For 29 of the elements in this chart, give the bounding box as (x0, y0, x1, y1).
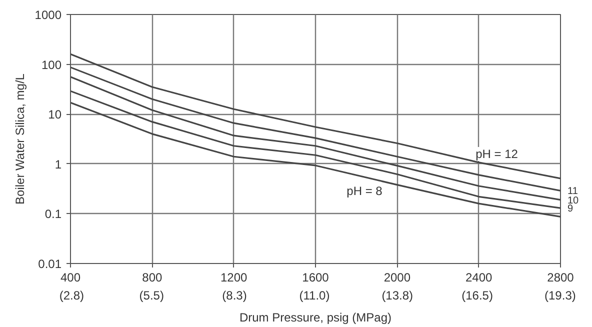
x2-tick-label: (13.8) (382, 288, 414, 302)
series-label: 11 (568, 186, 578, 198)
x-tick-label: 1600 (302, 270, 330, 284)
x-axis-title: Drum Pressure, psig (MPag) (239, 310, 392, 324)
x2-tick-label: (16.5) (462, 288, 493, 302)
x-tick-label: 400 (60, 270, 81, 284)
x-tick-label: 800 (142, 270, 163, 284)
line-series (70, 90, 560, 209)
x2-tick-label: (5.5) (139, 288, 164, 302)
series-label: 9 (568, 204, 574, 215)
y-tick-label: 0.1 (44, 207, 62, 222)
y-tick-label: 1000 (34, 8, 62, 22)
x-tick-label: 2800 (547, 270, 574, 284)
line-series (70, 53, 560, 180)
y-tick-label: 100 (41, 58, 62, 72)
y-tick-label: 10 (48, 108, 62, 122)
series-label: pH = 12 (476, 146, 518, 161)
x-tick-label: 2000 (384, 270, 411, 284)
x-tick-label: 1200 (220, 270, 248, 284)
y-tick-label: 0.01 (38, 257, 62, 271)
series-label: pH = 8 (346, 184, 383, 198)
x2-tick-label: (8.3) (222, 288, 247, 302)
x2-tick-label: (11.0) (299, 288, 330, 302)
line-series (70, 102, 560, 218)
x2-tick-label: (2.8) (59, 288, 84, 302)
x-tick-label: 2400 (465, 270, 493, 284)
y-axis-title: Boiler Water Silica, mg/L (12, 73, 27, 204)
x2-tick-label: (19.3) (544, 288, 576, 302)
y-tick-label: 1 (54, 157, 62, 172)
